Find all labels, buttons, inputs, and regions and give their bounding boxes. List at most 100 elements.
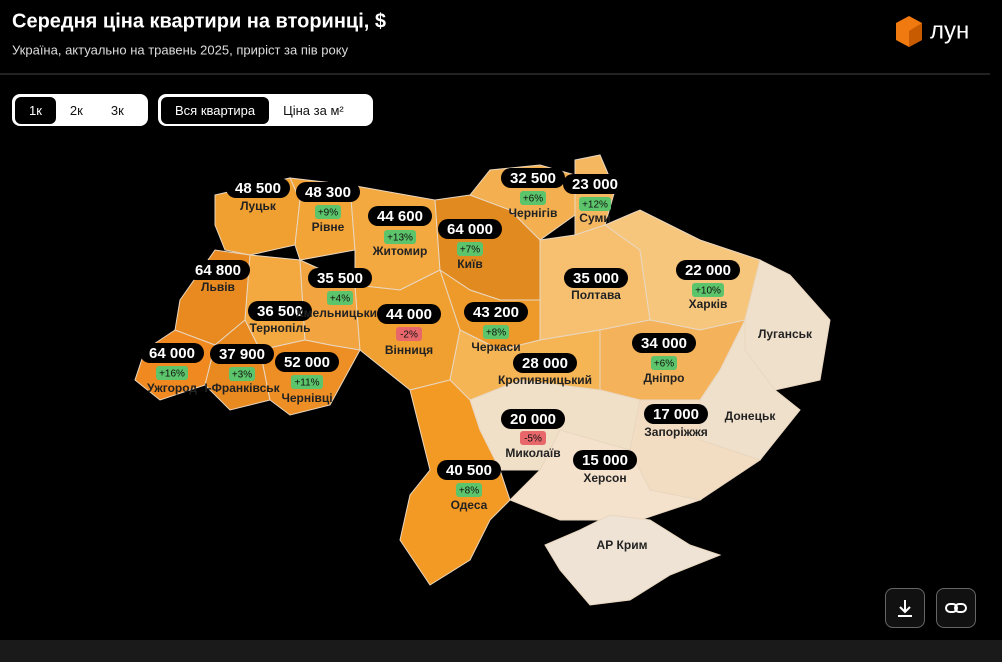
change: -5% xyxy=(524,434,542,445)
region xyxy=(544,514,722,606)
region-name: Харків xyxy=(689,297,728,311)
change: +8% xyxy=(459,486,479,497)
title: Середня ціна квартири на вторинці, $ xyxy=(12,10,386,32)
price: 36 500 xyxy=(257,303,303,320)
price: 44 600 xyxy=(377,208,423,225)
price: 22 000 xyxy=(685,262,731,279)
change-badge xyxy=(327,291,353,305)
price-pill xyxy=(210,344,274,364)
change-badge xyxy=(291,375,323,389)
change-badge xyxy=(396,327,422,341)
price: 64 000 xyxy=(149,345,195,362)
price-pill xyxy=(501,409,565,429)
change: +6% xyxy=(523,194,543,205)
price-pill xyxy=(275,352,339,372)
price: 32 500 xyxy=(510,170,556,187)
region-name: Черкаси xyxy=(471,340,520,354)
change: +4% xyxy=(330,294,350,305)
change-badge xyxy=(520,431,546,445)
region-name: Одеса xyxy=(451,498,488,512)
region-name: Луганськ xyxy=(758,327,813,341)
price-pill xyxy=(564,268,628,288)
price: 48 500 xyxy=(235,180,281,197)
price: 43 200 xyxy=(473,304,519,321)
price-pill xyxy=(438,219,502,239)
price: 64 800 xyxy=(195,262,241,279)
change: +6% xyxy=(654,359,674,370)
change-badge xyxy=(651,356,677,370)
change-badge xyxy=(456,483,482,497)
tab[interactable]: 2к xyxy=(69,102,83,118)
change-badge xyxy=(156,366,188,380)
region-name: Тернопіль xyxy=(250,321,311,335)
logo-text: лун xyxy=(930,17,969,44)
region-name: Хмельницький xyxy=(296,306,385,320)
tab[interactable]: 3к xyxy=(110,102,124,118)
region-name: Рівне xyxy=(312,220,345,234)
subtitle: Україна, актуально на травень 2025, прир… xyxy=(12,42,349,57)
download-button[interactable] xyxy=(885,588,925,628)
change-badge xyxy=(692,283,724,297)
logo-icon xyxy=(896,16,922,47)
change: -2% xyxy=(400,330,418,341)
change-badge xyxy=(229,367,255,381)
change: +13% xyxy=(387,233,413,244)
price: 40 500 xyxy=(446,462,492,479)
price: 35 500 xyxy=(317,270,363,287)
price-pill xyxy=(501,168,565,188)
region-name: Полтава xyxy=(571,288,621,302)
price-pill xyxy=(186,260,250,280)
price: 35 000 xyxy=(573,270,619,287)
region-name: Львів xyxy=(201,280,235,294)
region-name: Луцьк xyxy=(240,199,277,213)
tab[interactable]: Ціна за м² xyxy=(283,102,344,118)
price-pill xyxy=(676,260,740,280)
price: 15 000 xyxy=(582,452,628,469)
region-name: Запоріжжя xyxy=(644,425,707,439)
link-button[interactable] xyxy=(936,588,976,628)
region-name: Чернівці xyxy=(281,391,332,405)
price-pill xyxy=(226,178,290,198)
change-badge xyxy=(520,191,546,205)
change: +3% xyxy=(232,370,252,381)
price-pill xyxy=(437,460,501,480)
price: 37 900 xyxy=(219,346,265,363)
price-pill xyxy=(513,353,577,373)
region-name: І-Франківськ xyxy=(204,381,280,395)
price-pill xyxy=(464,302,528,322)
price-mode-tabs: Вся квартира Ціна за м² xyxy=(158,94,373,126)
region-name: Київ xyxy=(457,257,482,271)
price-pill xyxy=(140,343,204,363)
region xyxy=(399,379,511,586)
region-name: АР Крим xyxy=(597,538,648,552)
price: 34 000 xyxy=(641,335,687,352)
price: 28 000 xyxy=(522,355,568,372)
change-badge xyxy=(315,205,341,219)
region-name: Житомир xyxy=(372,244,428,258)
price: 23 000 xyxy=(572,176,618,193)
region-name: Суми xyxy=(579,211,610,225)
tab[interactable]: Вся квартира xyxy=(161,96,270,124)
region-name: Чернігів xyxy=(509,206,558,220)
price-pill xyxy=(632,333,696,353)
region-name: Вінниця xyxy=(385,343,433,357)
change: +12% xyxy=(582,200,608,211)
region-name: Херсон xyxy=(583,471,626,485)
price: 17 000 xyxy=(653,406,699,423)
price-pill xyxy=(563,174,627,194)
tab[interactable]: 1к xyxy=(15,96,56,124)
change: +11% xyxy=(294,378,319,389)
price-pill xyxy=(296,182,360,202)
change-badge xyxy=(457,242,483,256)
region-name: Дніпро xyxy=(643,371,684,385)
change: +9% xyxy=(318,208,338,219)
region-name: Кропивницький xyxy=(498,373,592,387)
rooms-tabs: 1к 2к 3к xyxy=(12,94,148,126)
price-pill xyxy=(308,268,372,288)
footer-strip xyxy=(0,640,1002,662)
change: +8% xyxy=(486,328,506,339)
change-badge xyxy=(384,230,416,244)
change: +10% xyxy=(695,286,721,297)
